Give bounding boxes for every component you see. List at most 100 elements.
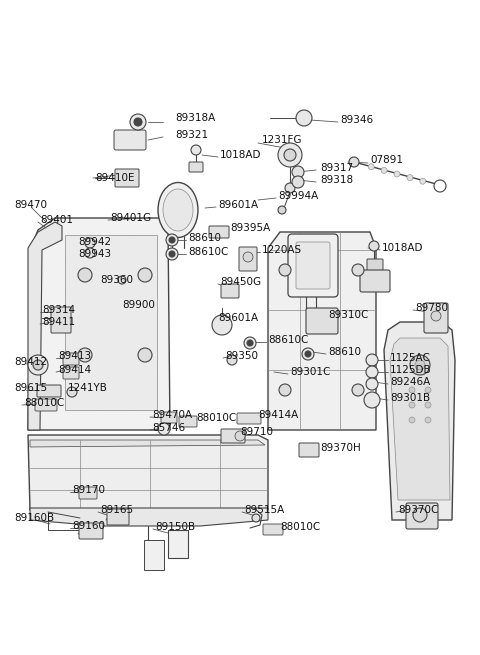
Circle shape	[425, 387, 431, 393]
Ellipse shape	[158, 183, 198, 238]
Text: 89246A: 89246A	[390, 377, 430, 387]
Polygon shape	[30, 440, 265, 447]
Text: 89450G: 89450G	[220, 277, 261, 287]
Text: 89370C: 89370C	[398, 505, 438, 515]
Circle shape	[349, 157, 359, 167]
Circle shape	[296, 110, 312, 126]
FancyBboxPatch shape	[179, 416, 197, 427]
FancyBboxPatch shape	[79, 523, 103, 539]
Circle shape	[244, 337, 256, 349]
FancyBboxPatch shape	[51, 307, 71, 333]
Circle shape	[292, 176, 304, 188]
Polygon shape	[268, 232, 376, 430]
Circle shape	[138, 348, 152, 362]
Text: 1018AD: 1018AD	[382, 243, 423, 253]
Text: 89395A: 89395A	[230, 223, 270, 233]
Text: 07891: 07891	[370, 155, 403, 165]
Text: 89401G: 89401G	[110, 213, 151, 223]
Circle shape	[78, 348, 92, 362]
Text: 89318: 89318	[320, 175, 353, 185]
Polygon shape	[28, 222, 62, 430]
Bar	[65, 235, 157, 410]
Text: 89401: 89401	[40, 215, 73, 225]
FancyBboxPatch shape	[221, 429, 245, 443]
Circle shape	[247, 340, 253, 346]
Bar	[168, 530, 188, 558]
Polygon shape	[28, 435, 268, 510]
FancyBboxPatch shape	[189, 162, 203, 172]
Text: 89301C: 89301C	[290, 367, 330, 377]
FancyBboxPatch shape	[296, 242, 330, 289]
Bar	[144, 540, 164, 570]
Circle shape	[409, 387, 415, 393]
Polygon shape	[30, 508, 268, 526]
Text: 1220AS: 1220AS	[262, 245, 302, 255]
Circle shape	[212, 315, 232, 335]
Text: 89301B: 89301B	[390, 393, 430, 403]
FancyBboxPatch shape	[288, 234, 338, 297]
Circle shape	[366, 354, 378, 366]
Text: 89780: 89780	[415, 303, 448, 313]
Text: 1231FG: 1231FG	[262, 135, 302, 145]
Circle shape	[425, 402, 431, 408]
Circle shape	[278, 143, 302, 167]
Text: 1125DB: 1125DB	[390, 365, 432, 375]
Circle shape	[166, 234, 178, 246]
Text: 89170: 89170	[72, 485, 105, 495]
Circle shape	[278, 206, 286, 214]
Text: 89160: 89160	[72, 521, 105, 531]
Circle shape	[352, 384, 364, 396]
Circle shape	[420, 178, 426, 184]
Text: 89410E: 89410E	[95, 173, 134, 183]
Polygon shape	[390, 338, 450, 500]
Text: 1241YB: 1241YB	[68, 383, 108, 393]
FancyBboxPatch shape	[237, 413, 261, 424]
FancyBboxPatch shape	[114, 130, 146, 150]
Circle shape	[166, 248, 178, 260]
Text: 1125AC: 1125AC	[390, 353, 431, 363]
FancyBboxPatch shape	[306, 308, 338, 334]
Text: 89994A: 89994A	[278, 191, 318, 201]
Text: 1018AD: 1018AD	[220, 150, 262, 160]
Circle shape	[130, 114, 146, 130]
FancyBboxPatch shape	[299, 443, 319, 457]
Text: 89160B: 89160B	[14, 513, 54, 523]
Circle shape	[169, 237, 175, 243]
FancyBboxPatch shape	[406, 503, 438, 529]
Circle shape	[381, 168, 387, 174]
Circle shape	[235, 431, 245, 441]
Circle shape	[252, 514, 260, 522]
Text: 88010C: 88010C	[24, 398, 64, 408]
Text: 89710: 89710	[240, 427, 273, 437]
Text: 89413: 89413	[58, 351, 91, 361]
Circle shape	[366, 366, 378, 378]
Text: 89515A: 89515A	[244, 505, 284, 515]
Circle shape	[67, 387, 77, 397]
Circle shape	[292, 166, 304, 178]
FancyBboxPatch shape	[63, 353, 79, 365]
Circle shape	[78, 268, 92, 282]
Circle shape	[227, 355, 237, 365]
Circle shape	[366, 378, 378, 390]
Text: 89370H: 89370H	[320, 443, 361, 453]
Text: 88010C: 88010C	[280, 522, 320, 532]
Circle shape	[409, 417, 415, 423]
Circle shape	[158, 423, 170, 435]
Text: 89942: 89942	[78, 237, 111, 247]
Text: 88610C: 88610C	[188, 247, 228, 257]
Text: 89900: 89900	[122, 300, 155, 310]
Circle shape	[415, 360, 425, 370]
Text: 89411: 89411	[42, 317, 75, 327]
FancyBboxPatch shape	[360, 270, 390, 292]
FancyBboxPatch shape	[115, 169, 139, 187]
Polygon shape	[384, 322, 455, 520]
Text: 89414A: 89414A	[258, 410, 298, 420]
Text: 89165: 89165	[100, 505, 133, 515]
Text: 85746: 85746	[152, 423, 185, 433]
Text: 89350: 89350	[225, 351, 258, 361]
Text: 88610: 88610	[188, 233, 221, 243]
Circle shape	[369, 241, 379, 251]
FancyBboxPatch shape	[37, 385, 61, 397]
Circle shape	[279, 384, 291, 396]
Circle shape	[410, 355, 430, 375]
